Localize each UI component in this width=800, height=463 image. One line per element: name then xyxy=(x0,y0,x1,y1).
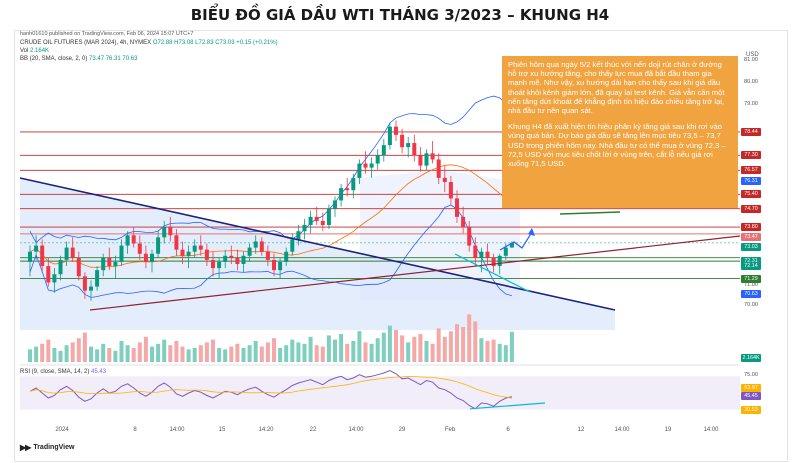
tradingview-logo-icon: ▶▶ xyxy=(20,443,31,452)
price-tag: 77.30 xyxy=(741,151,761,160)
x-tick-label: 14:00 xyxy=(348,427,364,433)
tradingview-logo: ▶▶ TradingView xyxy=(20,443,74,452)
price-tag: 75.40 xyxy=(741,190,761,199)
bb-values: 73.47 76.31 70.63 xyxy=(89,56,138,62)
rsi-legend: RSI (9, close, SMA, 14, 2) 45.43 xyxy=(20,368,106,376)
price-tag: 76.31 xyxy=(741,176,761,185)
x-tick-label: 15 xyxy=(218,427,226,433)
y-tick-label: 71.00 xyxy=(744,282,758,288)
x-tick-label: 14:20 xyxy=(258,427,274,433)
rsi-tick-label: 75.00 xyxy=(744,372,758,378)
rsi-tick-label: 45.45 xyxy=(741,392,761,400)
note-paragraph-2: Khung H4 đã xuất hiện tín hiệu phân kỳ t… xyxy=(508,122,726,169)
volume-tag: 2.164K xyxy=(741,354,761,362)
ohlc-values: O72.88 H73.08 L72.83 C73.03 +0.15 (+0.21… xyxy=(152,40,278,46)
publish-line: hanh01610 published on TradingView.com, … xyxy=(20,31,194,37)
bb-label[interactable]: BB (20, SMA, close, 2, 0) xyxy=(20,56,88,62)
y-tick-label: 81.00 xyxy=(744,57,758,63)
chart-legend: CRUDE OIL FUTURES (MAR 2024), 4h, NYMEX … xyxy=(20,39,278,63)
currency-label: USD xyxy=(746,52,759,58)
price-tag: 76.57 xyxy=(741,166,761,175)
y-tick-label: 70.00 xyxy=(744,302,758,308)
tradingview-logo-text: TradingView xyxy=(33,444,75,451)
price-tag: 73.03 xyxy=(741,242,761,251)
price-tag: 71.29 xyxy=(741,274,761,283)
rsi-tick-label: 53.97 xyxy=(741,384,761,392)
y-tick-label: 80.00 xyxy=(744,79,758,85)
rsi-tick-label: 30.53 xyxy=(741,406,761,414)
x-tick-label: 2024 xyxy=(55,427,69,433)
x-tick-label: 14:00 xyxy=(169,427,185,433)
note-paragraph-1: Phiên hôm qua ngày 5/2 kết thúc với nến … xyxy=(508,60,725,116)
price-tag: 70.63 xyxy=(741,290,761,299)
price-tag: 72.31 xyxy=(741,256,761,265)
volume-label[interactable]: Vol xyxy=(20,48,29,54)
analysis-note: Phiên hôm qua ngày 5/2 kết thúc với nến … xyxy=(502,56,738,208)
price-tag: 78.44 xyxy=(741,127,761,136)
x-tick-label: Feb xyxy=(444,427,456,433)
price-tag: 73.80 xyxy=(741,223,761,232)
x-tick-label: 22 xyxy=(309,427,317,433)
rsi-value: 45.43 xyxy=(91,369,107,375)
price-tag: 72.14 xyxy=(741,262,761,271)
x-tick-label: 12 xyxy=(577,427,585,433)
x-tick-label: 8 xyxy=(133,427,137,433)
price-tag: 73.47 xyxy=(741,232,761,241)
rsi-label[interactable]: RSI (9, close, SMA, 14, 2) xyxy=(20,369,90,375)
x-tick-label: 14:00 xyxy=(614,427,630,433)
x-tick-label: 14:00 xyxy=(703,427,719,433)
symbol-label[interactable]: CRUDE OIL FUTURES (MAR 2024), 4h, NYMEX xyxy=(20,40,152,46)
y-tick-label: 79.00 xyxy=(744,101,758,107)
x-tick-label: 6 xyxy=(506,427,510,433)
x-tick-label: 19 xyxy=(664,427,672,433)
volume-value: 2.164K xyxy=(30,48,50,54)
price-tag: 74.70 xyxy=(741,204,761,213)
page-title: BIỂU ĐỒ GIÁ DẦU WTI THÁNG 3/2023 – KHUNG… xyxy=(190,6,610,24)
x-tick-label: 29 xyxy=(398,427,406,433)
